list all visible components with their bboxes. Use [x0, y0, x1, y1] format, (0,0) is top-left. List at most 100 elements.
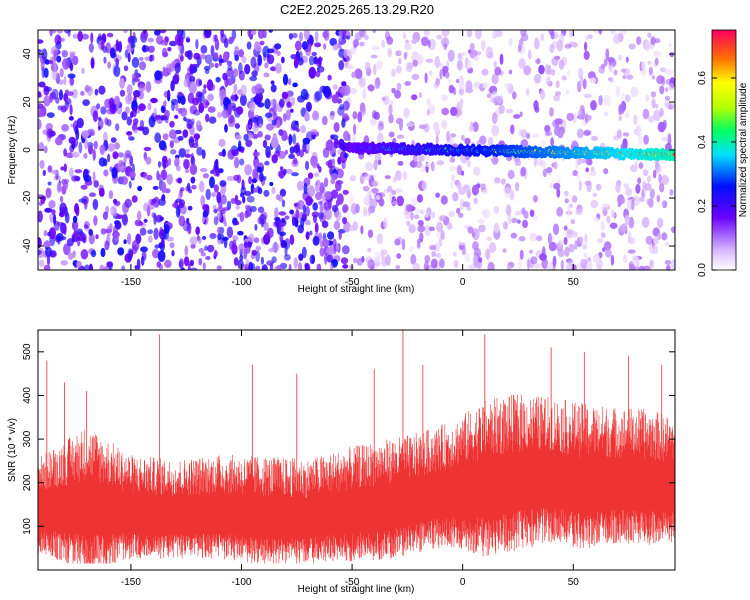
noise-blob [204, 30, 210, 37]
noise-blob [644, 40, 651, 52]
noise-blob [324, 177, 329, 188]
noise-blob [221, 109, 230, 119]
noise-blob [113, 198, 118, 205]
noise-blob [53, 61, 57, 70]
noise-blob [522, 219, 528, 229]
noise-blob [656, 194, 661, 203]
noise-blob [188, 138, 195, 143]
noise-blob [534, 37, 540, 50]
noise-blob [126, 233, 132, 245]
noise-blob [242, 195, 246, 204]
noise-blob [59, 195, 64, 203]
noise-blob [587, 34, 593, 39]
noise-blob [430, 258, 438, 269]
noise-blob [153, 107, 157, 118]
noise-blob [272, 132, 277, 143]
noise-blob [56, 221, 64, 226]
noise-blob [295, 209, 300, 220]
noise-blob [96, 103, 101, 110]
noise-blob [385, 30, 389, 38]
noise-blob [248, 124, 252, 129]
noise-blob [219, 209, 226, 214]
x-tick-label: 50 [568, 277, 580, 288]
x-tick-label: -50 [345, 577, 360, 588]
noise-blob [527, 258, 530, 270]
noise-blob [38, 237, 42, 249]
noise-blob [100, 106, 107, 115]
noise-blob [564, 190, 569, 197]
noise-blob [234, 46, 239, 52]
noise-blob [620, 30, 627, 35]
noise-blob [250, 30, 257, 36]
noise-blob [441, 30, 450, 37]
noise-blob [269, 181, 274, 187]
noise-blob [494, 66, 502, 76]
noise-blob [411, 196, 418, 207]
noise-blob [202, 210, 208, 218]
noise-blob [51, 169, 58, 175]
noise-blob [38, 39, 44, 44]
noise-blob [630, 86, 639, 98]
noise-blob [170, 80, 175, 92]
noise-blob [174, 62, 181, 74]
noise-blob [544, 125, 551, 133]
noise-blob [213, 184, 219, 193]
noise-blob [71, 151, 80, 158]
noise-blob [44, 207, 53, 213]
noise-blob [520, 33, 529, 42]
noise-blob [102, 211, 109, 220]
noise-blob [274, 43, 282, 50]
noise-blob [124, 106, 130, 115]
spectrogram-y-label: Frequency (Hz) [7, 116, 18, 185]
noise-blob [103, 169, 109, 177]
noise-blob [123, 239, 127, 245]
noise-blob [189, 63, 194, 75]
noise-blob [595, 183, 602, 191]
noise-blob [582, 244, 588, 250]
noise-blob [195, 226, 200, 235]
noise-blob [254, 83, 263, 94]
noise-blob [142, 44, 146, 53]
noise-blob [553, 161, 558, 170]
noise-blob [451, 133, 456, 138]
noise-blob [168, 129, 177, 140]
noise-blob [498, 104, 505, 115]
noise-blob [311, 51, 317, 57]
noise-blob [251, 263, 256, 270]
noise-blob [452, 192, 459, 202]
noise-blob [297, 57, 304, 66]
noise-blob [289, 234, 295, 245]
noise-blob [373, 111, 380, 120]
noise-blob [590, 199, 599, 209]
noise-blob [164, 36, 170, 43]
noise-blob [658, 173, 662, 184]
noise-blob [291, 216, 296, 226]
noise-blob [226, 68, 234, 78]
noise-blob [151, 212, 156, 218]
noise-blob [473, 81, 481, 89]
noise-blob [301, 41, 308, 50]
noise-blob [175, 198, 183, 203]
noise-blob [456, 78, 460, 84]
noise-blob [333, 220, 341, 230]
noise-blob [362, 185, 370, 192]
noise-blob [234, 220, 240, 226]
noise-blob [402, 170, 408, 180]
noise-blob [308, 55, 315, 66]
noise-blob [650, 36, 656, 45]
noise-blob [106, 32, 114, 38]
noise-blob [76, 261, 82, 268]
noise-blob [465, 87, 474, 94]
noise-blob [246, 41, 252, 50]
noise-blob [210, 45, 215, 57]
noise-blob [486, 236, 493, 242]
noise-blob [136, 258, 141, 270]
noise-blob [198, 102, 205, 114]
noise-blob [475, 30, 482, 40]
noise-blob [370, 264, 375, 270]
chart-title: C2E2.2025.265.13.29.R20 [280, 2, 434, 17]
noise-blob [187, 263, 191, 270]
noise-blob [582, 78, 587, 90]
noise-blob [550, 69, 556, 76]
noise-blob [180, 95, 186, 105]
